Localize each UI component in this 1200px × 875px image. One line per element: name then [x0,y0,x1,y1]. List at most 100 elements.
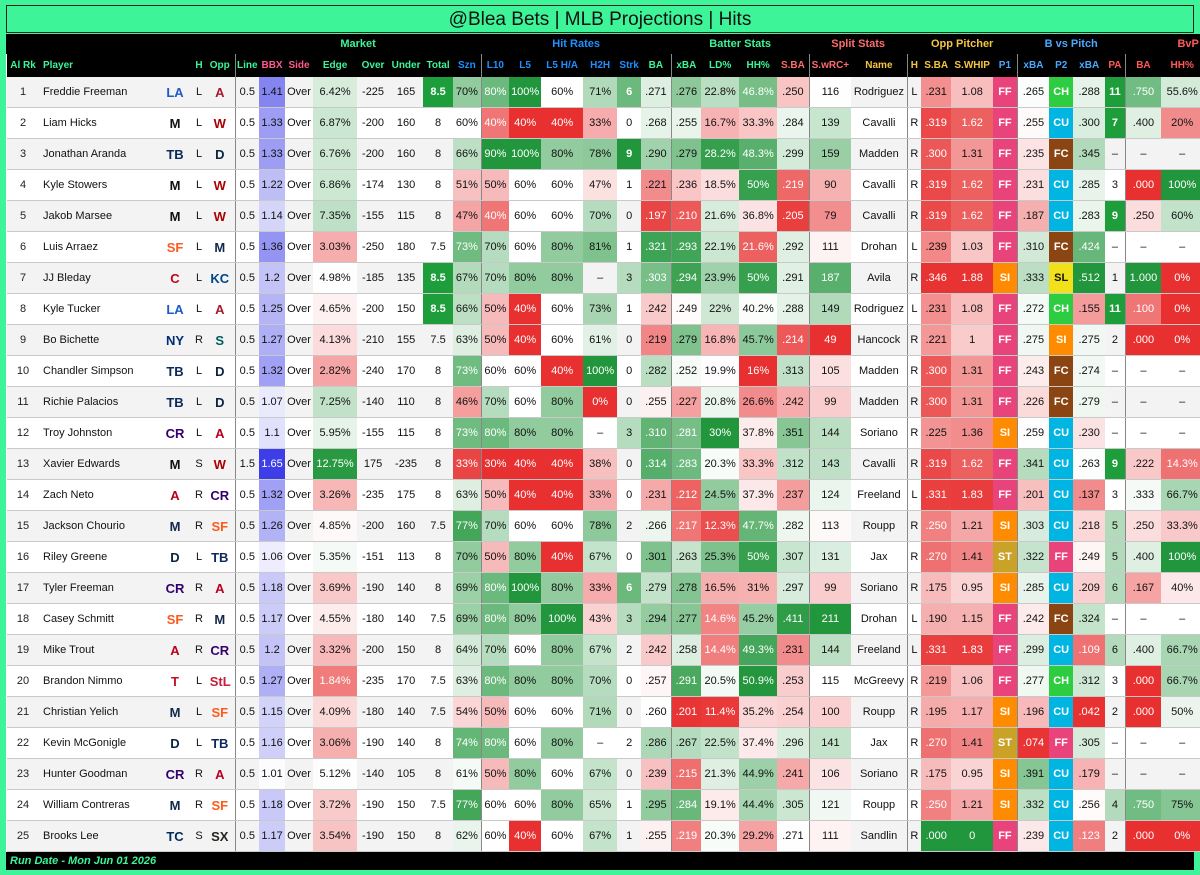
column-header[interactable]: Total [423,54,454,77]
column-header[interactable]: L10 [480,54,510,77]
hr-streak: 0 [617,758,642,790]
bat-hand: L [193,355,205,387]
table-row[interactable]: 13 Xavier Edwards M S W 1.5 1.65 Over 12.75% 175-… [7,448,1200,480]
under-odds: 135 [389,262,424,294]
hr-h2h: 71% [583,696,618,728]
column-header[interactable]: S.wRC+ [808,54,852,77]
column-header[interactable]: HH% [1161,54,1200,77]
ld-pct: 11.4% [701,696,740,728]
column-header[interactable]: S.WHIP [951,54,994,77]
column-header[interactable]: S.BA [921,54,952,77]
table-row[interactable]: 19 Mike Trout A R CR 0.5 1.2 Over 3.32% -200 150 8 6… [7,634,1200,666]
team-logo: M [157,169,193,201]
column-header[interactable]: H [193,54,205,77]
split-ba: .297 [777,572,810,604]
column-header[interactable]: xBA [670,54,702,77]
column-header[interactable]: S.BA [777,54,810,77]
table-row[interactable]: 21 Christian Yelich M L SF 0.5 1.15 Over 4.09% -1… [7,696,1200,728]
column-header[interactable]: Name [851,54,908,77]
game-total: 8.5 [423,77,454,108]
column-header[interactable]: Szn [453,54,482,77]
split-ba: .312 [777,448,810,480]
pitch1-xba: .332 [1016,789,1050,821]
hr-l5-ha: 80% [541,789,584,821]
pitch2: CU [1049,634,1074,666]
column-header[interactable]: BA [641,54,672,77]
column-header[interactable]: Al Rk [7,54,39,77]
column-header[interactable]: xBA [1016,54,1050,77]
table-row[interactable]: 25 Brooks Lee TC S SX 0.5 1.17 Over 3.54% -190 150… [7,820,1200,852]
pitcher-sba: .195 [921,696,952,728]
table-row[interactable]: 17 Tyler Freeman CR R A 0.5 1.18 Over 3.69% -190 1… [7,572,1200,604]
table-row[interactable]: 8 Kyle Tucker LA L A 0.5 1.25 Over 4.65% -200 150 8… [7,293,1200,325]
column-header[interactable]: PA [1105,54,1126,77]
column-header[interactable]: Strk [617,54,642,77]
table-row[interactable]: 6 Luis Arraez SF L M 0.5 1.36 Over 3.03% -250 180 7… [7,231,1200,263]
table-row[interactable]: 12 Troy Johnston CR L A 0.5 1.1 Over 5.95% -155 11… [7,417,1200,449]
column-header[interactable]: L5 H/A [541,54,584,77]
column-header[interactable]: BBX [259,54,286,77]
table-row[interactable]: 16 Riley Greene D L TB 0.5 1.06 Over 5.35% -151 11… [7,541,1200,573]
table-row[interactable]: 23 Hunter Goodman CR R A 0.5 1.01 Over 5.12% -140… [7,758,1200,790]
hr-l5-ha: 60% [541,293,584,325]
column-header[interactable]: LD% [701,54,740,77]
side: Over [285,665,314,697]
table-row[interactable]: 1 Freddie Freeman LA L A 0.5 1.41 Over 6.42% -225… [7,77,1200,108]
column-header[interactable]: H2H [583,54,618,77]
pitcher-name: Avila [851,262,908,294]
column-header[interactable]: Edge [313,54,358,77]
table-row[interactable]: 9 Bo Bichette NY R S 0.5 1.27 Over 4.13% -210 155 7… [7,324,1200,356]
pitcher-name: Cavalli [851,200,908,232]
team-logo-icon: M [169,518,181,534]
xba: .276 [670,77,702,108]
column-header[interactable]: Under [389,54,424,77]
pitch1-xba: .299 [1016,634,1050,666]
bvp-hh: 66.7% [1161,665,1200,697]
column-header[interactable]: xBA [1073,54,1106,77]
column-header[interactable]: BA [1124,54,1162,77]
pitch1-xba: .196 [1016,696,1050,728]
hr-l10: 60% [480,820,510,852]
column-header[interactable]: P2 [1049,54,1074,77]
table-row[interactable]: 10 Chandler Simpson TB L D 0.5 1.32 Over 2.82% -2… [7,355,1200,387]
column-header[interactable]: P1 [993,54,1018,77]
table-row[interactable]: 24 William Contreras M R SF 0.5 1.18 Over 3.72% -… [7,789,1200,821]
table-row[interactable]: 5 Jakob Marsee M L W 0.5 1.14 Over 7.35% -155 115 8… [7,200,1200,232]
column-header[interactable] [157,54,193,77]
pitcher-sba: .190 [921,603,952,635]
column-header[interactable]: HH% [739,54,778,77]
column-header[interactable]: Side [285,54,314,77]
pitch2: CU [1049,820,1074,852]
column-header[interactable]: Over [357,54,390,77]
pitcher-whip: 1 [951,324,994,356]
table-row[interactable]: 2 Liam Hicks M L W 0.5 1.33 Over 6.87% -200 160 8 60… [7,107,1200,139]
ld-pct: 12.3% [701,510,740,542]
game-total: 8 [423,541,454,573]
player-name: Kevin McGonigle [39,727,157,759]
column-header[interactable]: L5 [509,54,542,77]
table-row[interactable]: 4 Kyle Stowers M L W 0.5 1.22 Over 6.86% -174 130 8… [7,169,1200,201]
team-logo-icon: D [215,394,225,410]
column-header[interactable]: Player [39,54,157,77]
game-total: 8 [423,727,454,759]
table-row[interactable]: 20 Brandon Nimmo T L StL 0.5 1.27 Over 1.84% -235… [7,665,1200,697]
split-ba: .250 [777,77,810,108]
table-row[interactable]: 18 Casey Schmitt SF R M 0.5 1.17 Over 4.55% -180 1… [7,603,1200,635]
column-header[interactable]: Line [234,54,260,77]
table-row[interactable]: 22 Kevin McGonigle D L TB 0.5 1.16 Over 3.06% -19… [7,727,1200,759]
table-row[interactable]: 7 JJ Bleday C L KC 0.5 1.2 Over 4.98% -185 135 8.5 6… [7,262,1200,294]
column-header-row: Al Rk Player H Opp Line BBX Side Edge Over Under T… [7,54,1200,77]
split-wrc: 144 [808,634,852,666]
column-header[interactable]: Opp [205,54,236,77]
bvp-pa: 2 [1105,820,1126,852]
pitch1: FF [993,77,1018,108]
pitcher-name: Soriano [851,417,908,449]
table-row[interactable]: 15 Jackson Chourio M R SF 0.5 1.26 Over 4.85% -20… [7,510,1200,542]
under-odds: 105 [389,758,424,790]
table-row[interactable]: 14 Zach Neto A R CR 0.5 1.32 Over 3.26% -235 175 8 6… [7,479,1200,511]
over-odds: -140 [357,758,390,790]
edge: 5.95% [313,417,358,449]
table-row[interactable]: 11 Richie Palacios TB L D 0.5 1.07 Over 7.25% -14… [7,386,1200,418]
column-header[interactable]: H [906,54,922,77]
table-row[interactable]: 3 Jonathan Aranda TB L D 0.5 1.33 Over 6.76% -200… [7,138,1200,170]
